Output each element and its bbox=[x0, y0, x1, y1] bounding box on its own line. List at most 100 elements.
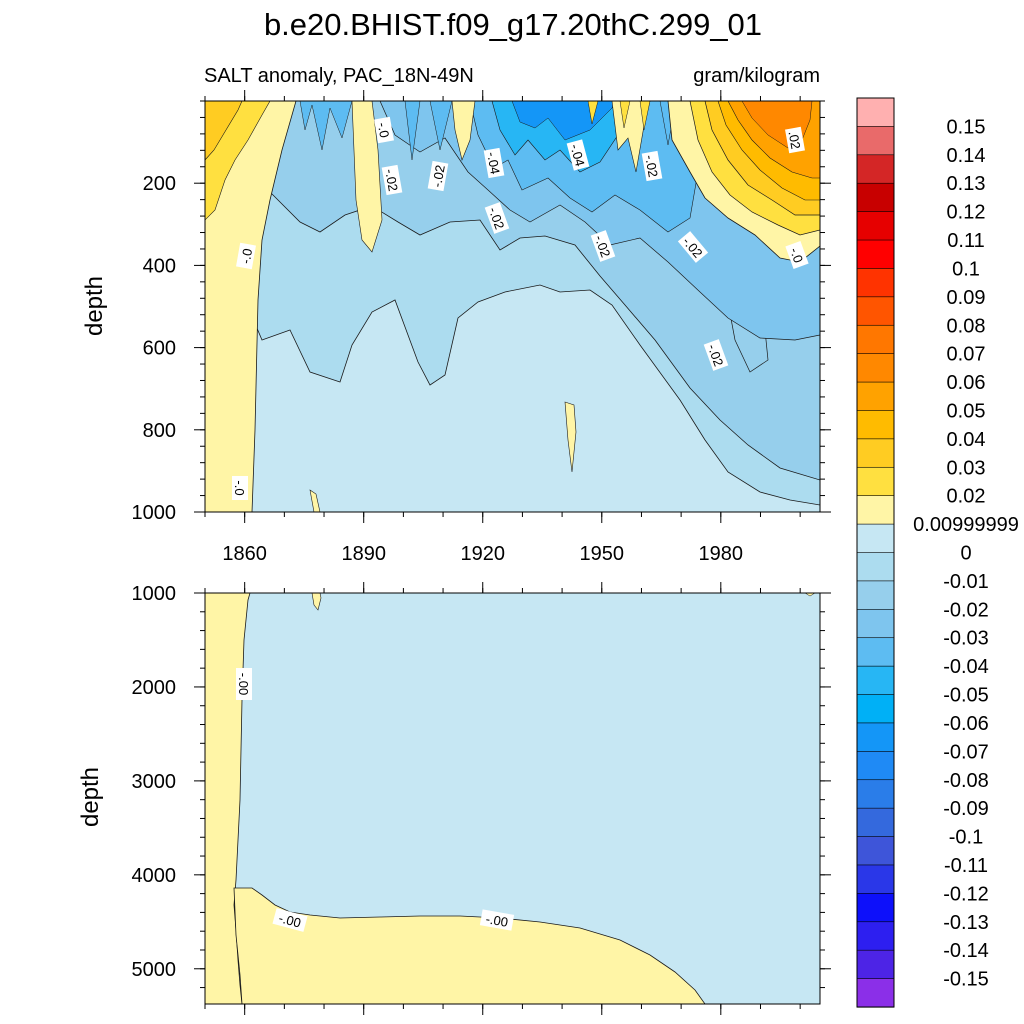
colorbar-label: -0.07 bbox=[943, 741, 989, 763]
colorbar-swatch bbox=[856, 609, 895, 639]
contour-label: -.02 bbox=[484, 202, 510, 234]
colorbar-swatch bbox=[856, 921, 895, 951]
colorbar-label: 0.05 bbox=[947, 400, 986, 422]
colorbar-label: -0.08 bbox=[943, 770, 989, 792]
lower-pos-bottom-lobe bbox=[233, 887, 706, 1004]
contour-label: -.02 bbox=[590, 230, 616, 262]
colorbar-label: -0.03 bbox=[943, 628, 989, 650]
colorbar-swatch bbox=[856, 694, 895, 724]
upper-panel: -.0 -.02 -.02 -.04 -.02 -.04 -.02 -.02 -… bbox=[81, 90, 831, 565]
y-tick-label: 4000 bbox=[132, 865, 177, 887]
colorbar-swatch bbox=[856, 836, 895, 866]
colorbar-label: 0.09 bbox=[947, 287, 986, 309]
x-tick-label: 1980 bbox=[699, 543, 744, 565]
colorbar-swatch bbox=[856, 807, 895, 838]
contour-label: -.0 bbox=[232, 476, 248, 500]
contour-label: -.00 bbox=[479, 909, 515, 931]
colorbar-label: 0.15 bbox=[947, 116, 986, 138]
x-tick-label: 1920 bbox=[460, 543, 505, 565]
upper-contour-labels: -.0 -.02 -.02 -.04 -.02 -.04 -.02 -.02 -… bbox=[232, 116, 809, 500]
svg-text:-.0: -.0 bbox=[787, 245, 806, 264]
svg-text:-.02: -.02 bbox=[429, 164, 448, 189]
svg-text:-.0: -.0 bbox=[375, 121, 392, 139]
svg-text:-.00: -.00 bbox=[485, 911, 510, 930]
colorbar-label: 0.13 bbox=[947, 173, 986, 195]
colorbar-label: 0.03 bbox=[947, 457, 986, 479]
colorbar-label: -0.05 bbox=[943, 685, 989, 707]
colorbar-label: -0.11 bbox=[944, 855, 988, 877]
colorbar-swatch bbox=[856, 410, 895, 440]
colorbar-swatch bbox=[856, 268, 895, 298]
colorbar-swatch bbox=[856, 438, 895, 468]
colorbar-label: -0.02 bbox=[943, 599, 989, 621]
contour-label: -.02 bbox=[641, 150, 663, 182]
upper-pos-spike-b bbox=[451, 101, 476, 161]
svg-text:-.04: -.04 bbox=[484, 151, 503, 176]
upper-axis-ticks: 1860 1890 1920 1950 1980 200 400 600 800 1000 bbox=[132, 90, 831, 565]
upper-pos-spike-c bbox=[611, 101, 651, 173]
svg-text:-.02: -.02 bbox=[486, 205, 508, 231]
colorbar-label: -0.09 bbox=[943, 798, 989, 820]
panel-left-string: SALT anomaly, PAC_18N-49N bbox=[204, 65, 474, 87]
colorbar-label: 0 bbox=[960, 543, 971, 565]
y-tick-label: 600 bbox=[143, 338, 176, 360]
colorbar-label: -0.06 bbox=[943, 713, 989, 735]
colorbar-swatch bbox=[856, 97, 895, 128]
colorbar-label: 0.12 bbox=[947, 202, 986, 224]
colorbar-swatch bbox=[856, 296, 895, 326]
colorbar-swatch bbox=[856, 126, 895, 156]
colorbar-label: 0.14 bbox=[947, 145, 986, 167]
colorbar-label: -0.13 bbox=[943, 912, 989, 934]
colorbar-swatch bbox=[856, 552, 895, 582]
colorbar-swatch bbox=[856, 466, 895, 497]
colorbar-swatch bbox=[856, 211, 895, 241]
upper-pos-spike-a bbox=[351, 101, 383, 253]
upper-pos-left-b bbox=[205, 101, 243, 161]
colorbar-label: 0.00999999 bbox=[913, 514, 1019, 536]
colorbar-label: 0.08 bbox=[947, 315, 986, 337]
svg-text:.02: .02 bbox=[786, 130, 804, 150]
contour-label: .02 bbox=[785, 126, 805, 154]
colorbar-label: -0.04 bbox=[943, 656, 989, 678]
y-tick-label: 5000 bbox=[132, 959, 177, 981]
y-tick-label: 1000 bbox=[132, 583, 177, 605]
x-tick-label: 1950 bbox=[580, 543, 625, 565]
upper-pos-left-column bbox=[205, 101, 297, 512]
svg-text:-.0: -.0 bbox=[238, 247, 255, 265]
y-tick-label: 800 bbox=[143, 420, 176, 442]
colorbar-swatch bbox=[856, 665, 895, 696]
lower-panel: -.00 -.00 -.00 1000 2000 3000 4000 5000 dept… bbox=[77, 582, 831, 1015]
colorbar-swatch bbox=[856, 949, 895, 980]
colorbar-swatch bbox=[856, 637, 895, 667]
contour-label: -.00 bbox=[236, 668, 252, 700]
contour-label: -.0 bbox=[236, 242, 256, 270]
colorbar-swatch bbox=[856, 324, 895, 355]
upper-pos-spike-e bbox=[309, 489, 321, 512]
upper-pos-small-spikes bbox=[587, 101, 651, 131]
colorbar-label: 0.02 bbox=[947, 486, 986, 508]
colorbar-label: 0.11 bbox=[947, 230, 984, 252]
colorbar-frame bbox=[856, 97, 895, 1008]
lower-pos-small-spike bbox=[311, 593, 322, 611]
x-tick-label: 1890 bbox=[341, 543, 386, 565]
colorbar-swatch bbox=[856, 751, 895, 781]
colorbar-label: -0.12 bbox=[943, 883, 989, 905]
colorbar-swatch bbox=[856, 978, 895, 1008]
upper-pos-spike-d bbox=[564, 401, 577, 473]
x-tick-label: 1860 bbox=[222, 543, 267, 565]
y-tick-label: 200 bbox=[143, 173, 176, 195]
colorbar-swatch bbox=[856, 154, 895, 184]
svg-text:-.02: -.02 bbox=[382, 168, 401, 193]
panel-units-string: gram/kilogram bbox=[693, 65, 820, 87]
svg-text:-.00: -.00 bbox=[236, 673, 251, 695]
colorbar-swatch bbox=[856, 893, 895, 923]
lower-panel-frame bbox=[204, 592, 821, 1005]
colorbar-swatch bbox=[856, 523, 895, 554]
colorbar-swatch bbox=[856, 182, 895, 213]
contour-label: -.0 bbox=[374, 116, 394, 144]
colorbar-swatch bbox=[856, 580, 895, 610]
svg-text:-.0: -.0 bbox=[232, 480, 247, 495]
lower-pos-right-spike bbox=[804, 593, 816, 597]
colorbar-label: 0.06 bbox=[947, 372, 986, 394]
colorbar-swatch bbox=[856, 239, 895, 270]
